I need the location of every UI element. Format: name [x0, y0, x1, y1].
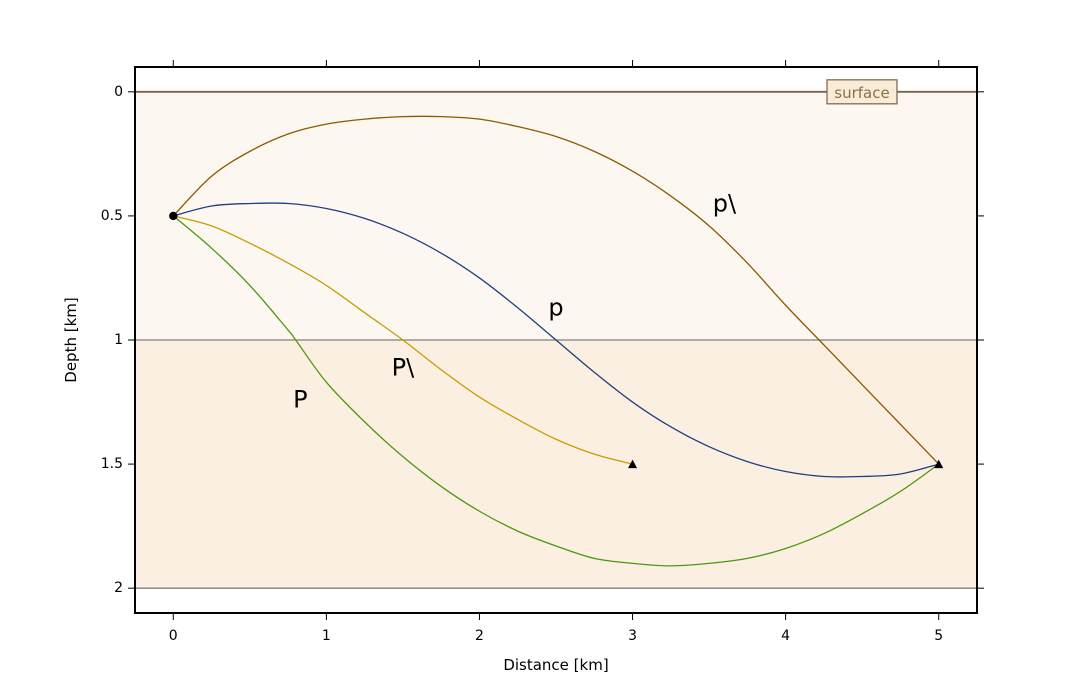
x-tick-label-1: 1 [322, 628, 331, 644]
ray-p-label: p [548, 294, 563, 322]
phase-labels: p\ p P\ P [293, 190, 737, 414]
plot-frame [134, 66, 978, 614]
x-axis-label: Distance [km] [503, 656, 608, 674]
axis-ticks: 0 1 2 3 4 5 0 0.5 1 1.5 2 [101, 60, 984, 644]
layer-1-fill [135, 91, 977, 341]
y-tick-label-0: 0 [114, 84, 123, 100]
y-axis-label: Depth [km] [62, 297, 80, 382]
ray-p-path [173, 202, 939, 478]
surface-label: surface [826, 79, 898, 105]
ray-paths [172, 115, 940, 567]
x-tick-label-5: 5 [934, 628, 943, 644]
layer-2-fill [135, 340, 977, 589]
x-tick-label-3: 3 [628, 628, 637, 644]
source-marker [169, 211, 178, 221]
receiver-marker-2 [934, 459, 944, 469]
ray-p-reflected-path [172, 115, 940, 465]
receiver-marker-1 [628, 459, 638, 469]
y-tick-label-4: 2 [114, 580, 123, 596]
x-tick-label-4: 4 [781, 628, 790, 644]
surface-label-box [826, 79, 898, 105]
ray-P-reflected-label: P\ [392, 353, 415, 381]
ray-P-reflected-path [173, 215, 633, 465]
x-tick-label-0: 0 [169, 628, 178, 644]
y-tick-label-1: 0.5 [101, 208, 123, 224]
y-tick-label-3: 1.5 [101, 456, 123, 472]
ray-P-label: P [293, 386, 307, 414]
ray-P-path [172, 215, 940, 567]
ray-p-reflected-label: p\ [713, 190, 737, 218]
y-tick-label-2: 1 [114, 332, 123, 348]
surface-label-text: surface [834, 84, 889, 102]
x-tick-label-2: 2 [475, 628, 484, 644]
layer-backgrounds [135, 91, 977, 589]
station-markers [169, 211, 944, 469]
